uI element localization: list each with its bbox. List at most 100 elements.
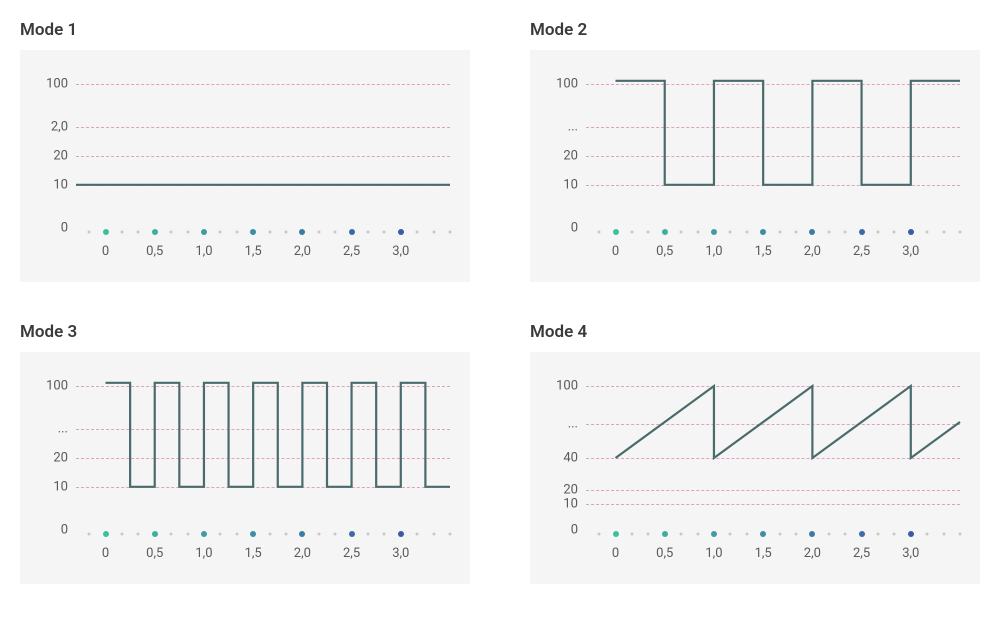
x-tick-minor [827,533,830,536]
x-tick-label: 3,0 [392,546,409,561]
x-tick-minor [630,533,633,536]
chart-panel: Mode 40102040...10000,51,01,52,02,53,0 [530,322,980,584]
x-tick-minor [598,533,601,536]
x-tick-label: 1,5 [755,244,772,259]
x-tick-minor [120,231,123,234]
x-tick-major [250,229,256,235]
x-tick-minor [680,231,683,234]
x-tick-major [152,531,158,537]
x-tick-minor [334,231,337,234]
x-tick-major [908,229,914,235]
y-axis-labels: 010202,0100 [32,68,76,228]
x-tick-major [711,229,717,235]
x-tick-minor [827,231,830,234]
y-tick-label: ... [568,120,578,135]
chart-panel: Mode 1010202,010000,51,01,52,02,53,0 [20,20,470,282]
x-tick-minor [449,533,452,536]
x-tick-major [250,531,256,537]
plot-region [586,370,960,530]
x-tick-label: 1,0 [195,244,212,259]
x-tick-minor [942,231,945,234]
x-tick-minor [729,533,732,536]
y-tick-label: 100 [46,77,68,92]
x-tick-minor [778,533,781,536]
y-tick-label: 0 [61,523,68,538]
x-tick-minor [416,533,419,536]
chart-area: 0102040...10000,51,01,52,02,53,0 [530,352,980,584]
signal-line [76,370,450,530]
x-tick-minor [366,231,369,234]
x-tick-label: 0,5 [146,546,163,561]
y-tick-label: 20 [563,149,578,164]
plot-region [586,68,960,228]
x-tick-minor [170,533,173,536]
x-tick-minor [432,231,435,234]
x-tick-label: 2,5 [853,244,870,259]
x-tick-minor [219,533,222,536]
y-tick-label: 100 [556,379,578,394]
x-tick-major [908,531,914,537]
x-tick-label: 0,5 [656,244,673,259]
y-tick-label: 2,0 [51,120,68,135]
x-tick-label: 2,0 [294,244,311,259]
x-tick-label: 2,5 [343,546,360,561]
y-tick-label: 10 [53,479,68,494]
x-tick-minor [893,533,896,536]
x-tick-minor [268,533,271,536]
x-tick-minor [120,533,123,536]
signal-line [586,68,960,228]
x-tick-minor [317,231,320,234]
x-tick-label: 2,0 [804,546,821,561]
x-tick-label: 0 [612,244,619,259]
x-tick-major [711,531,717,537]
y-tick-label: 0 [571,221,578,236]
x-axis: 00,51,01,52,02,53,0 [586,530,960,570]
x-tick-minor [137,231,140,234]
x-tick-minor [284,533,287,536]
x-tick-major [662,531,668,537]
x-tick-major [201,531,207,537]
x-tick-minor [235,231,238,234]
x-tick-label: 3,0 [902,546,919,561]
x-tick-minor [284,231,287,234]
x-tick-minor [598,231,601,234]
x-tick-minor [844,231,847,234]
y-tick-label: 0 [571,523,578,538]
x-tick-minor [235,533,238,536]
x-tick-minor [729,231,732,234]
x-tick-major [662,229,668,235]
y-tick-label: 40 [563,451,578,466]
y-axis-labels: 01020...100 [542,68,586,228]
x-tick-minor [334,533,337,536]
x-tick-minor [432,533,435,536]
x-tick-minor [416,231,419,234]
x-tick-minor [778,231,781,234]
x-axis: 00,51,01,52,02,53,0 [76,530,450,570]
chart-area: 010202,010000,51,01,52,02,53,0 [20,50,470,282]
x-tick-major [613,229,619,235]
x-tick-label: 2,0 [804,244,821,259]
x-tick-label: 2,5 [853,546,870,561]
x-tick-label: 0 [102,546,109,561]
x-tick-label: 1,5 [245,244,262,259]
x-tick-minor [268,231,271,234]
x-tick-minor [844,533,847,536]
plot-region [76,370,450,530]
x-tick-major [299,229,305,235]
x-tick-minor [88,231,91,234]
x-tick-minor [745,231,748,234]
plot-region [76,68,450,228]
x-tick-minor [383,231,386,234]
x-tick-minor [893,231,896,234]
x-tick-major [760,229,766,235]
x-tick-minor [317,533,320,536]
x-tick-label: 3,0 [392,244,409,259]
x-tick-minor [449,231,452,234]
y-tick-label: ... [58,422,68,437]
x-tick-minor [186,231,189,234]
y-tick-label: 20 [53,149,68,164]
x-tick-minor [926,533,929,536]
chart-area: 01020...10000,51,01,52,02,53,0 [20,352,470,584]
x-tick-label: 0 [102,244,109,259]
y-tick-label: 20 [53,451,68,466]
